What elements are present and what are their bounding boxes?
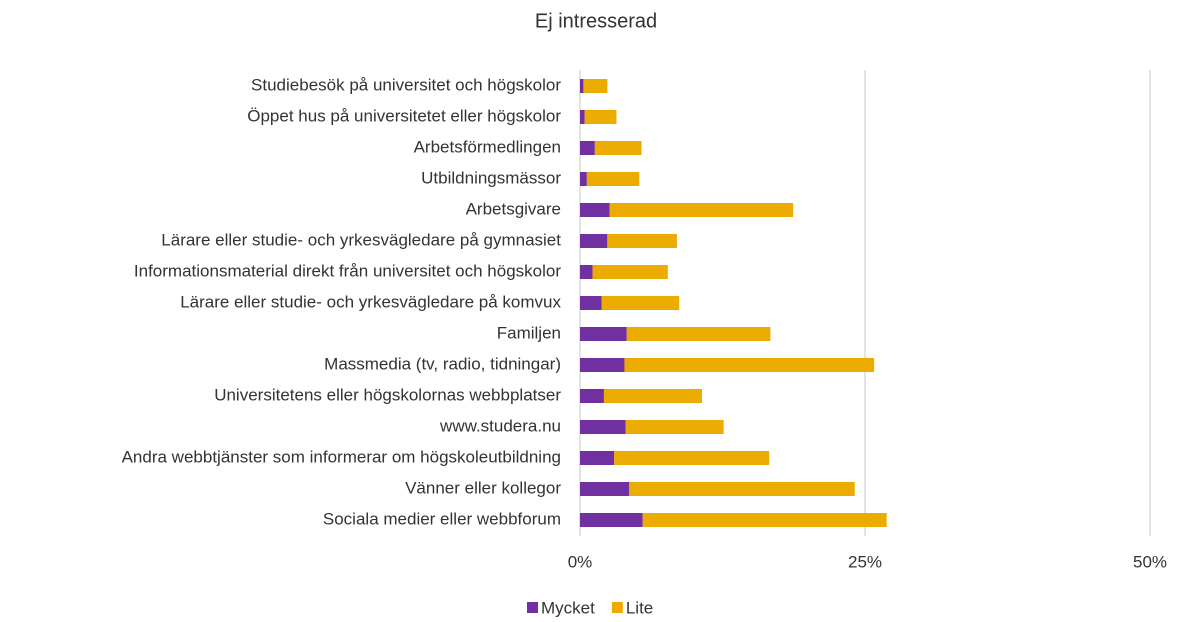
y-tick-label: Lärare eller studie- och yrkesvägledare …: [180, 292, 561, 311]
bar-segment: [601, 296, 680, 310]
bar-segment: [580, 234, 608, 248]
bar-segment: [614, 451, 770, 465]
bar-segment: [580, 172, 587, 186]
bar-segment: [586, 172, 640, 186]
legend-swatch: [611, 602, 623, 613]
bar-segment: [580, 420, 626, 434]
bar-segment: [580, 265, 593, 279]
bar-segment: [580, 296, 602, 310]
bar-segment: [580, 327, 627, 341]
y-tick-label: www.studera.nu: [439, 416, 561, 435]
y-tick-label: Vänner eller kollegor: [405, 478, 561, 497]
bar-segment: [580, 358, 625, 372]
bar-segment: [583, 79, 608, 93]
bar-segment: [625, 420, 724, 434]
y-tick-label: Sociala medier eller webbforum: [323, 509, 561, 528]
bar-segment: [594, 141, 642, 155]
bar-segment: [580, 79, 584, 93]
legend-label: Lite: [626, 598, 653, 617]
y-tick-label: Arbetsgivare: [466, 199, 561, 218]
bar-segment: [580, 389, 604, 403]
bar-segment: [580, 451, 615, 465]
x-tick-label: 50%: [1133, 552, 1167, 571]
y-tick-label: Öppet hus på universitetet eller högskol…: [247, 106, 561, 125]
bar-segment: [642, 513, 887, 527]
bar-segment: [626, 327, 771, 341]
y-tick-label: Arbetsförmedlingen: [414, 137, 561, 156]
legend-swatch: [527, 602, 538, 613]
y-tick-label: Utbildningsmässor: [421, 168, 561, 187]
y-tick-label: Universitetens eller högskolornas webbpl…: [214, 385, 561, 404]
y-tick-label: Andra webbtjänster som informerar om hög…: [122, 447, 561, 466]
bar-segment: [580, 141, 595, 155]
y-tick-label: Informationsmaterial direkt från univers…: [134, 261, 561, 280]
bar-segment: [580, 110, 585, 124]
bar-segment: [580, 513, 643, 527]
bar-segment: [592, 265, 668, 279]
bar-segment: [629, 482, 855, 496]
bar-segment: [603, 389, 702, 403]
y-tick-label: Familjen: [497, 323, 561, 342]
chart-title: Ej intresserad: [535, 10, 657, 32]
bar-segment: [624, 358, 875, 372]
bar-segment: [607, 234, 677, 248]
bar-segment: [609, 203, 794, 217]
x-tick-label: 0%: [568, 552, 593, 571]
x-tick-label: 25%: [848, 552, 882, 571]
bar-segment: [584, 110, 617, 124]
legend-label: Mycket: [541, 598, 595, 617]
y-tick-label: Lärare eller studie- och yrkesvägledare …: [161, 230, 561, 249]
y-tick-label: Studiebesök på universitet och högskolor: [251, 75, 561, 94]
y-tick-label: Massmedia (tv, radio, tidningar): [324, 354, 561, 373]
bar-segment: [580, 482, 630, 496]
bar-segment: [580, 203, 610, 217]
